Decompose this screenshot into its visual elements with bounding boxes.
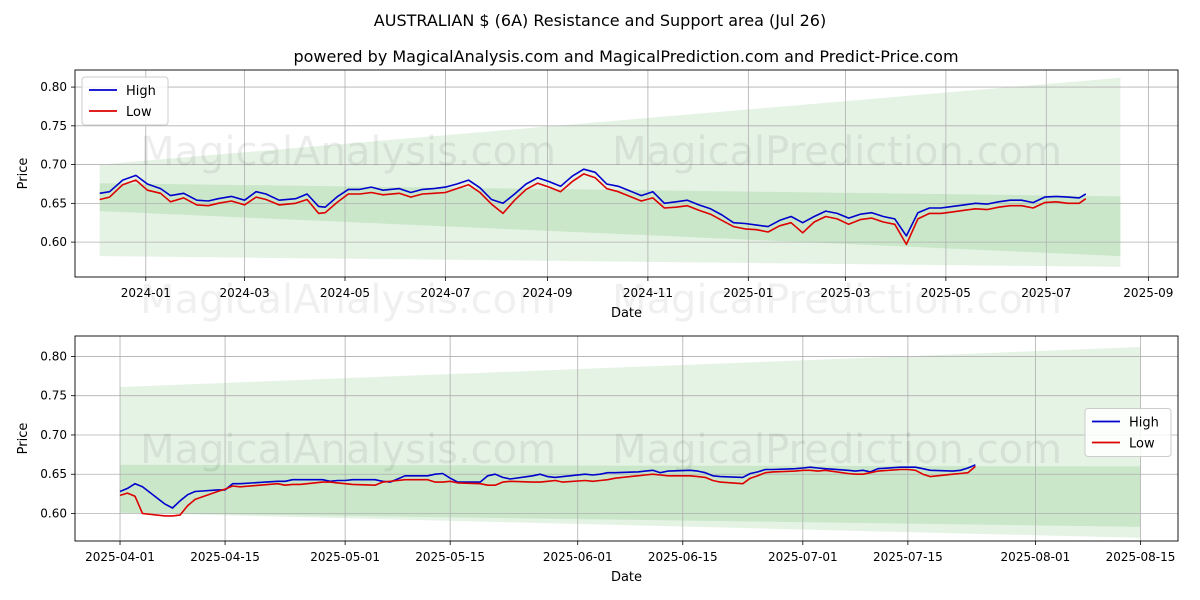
y-tick-label: 0.75 — [40, 119, 67, 133]
grid — [75, 70, 1178, 277]
grid — [75, 336, 1178, 541]
legend-label-low: Low — [126, 105, 152, 120]
x-tick-label: 2024-05 — [320, 286, 370, 300]
legend-box — [81, 76, 169, 126]
bottom-panel: 2025-04-01 2025-04-15 2025-05-01 2025-05-15… — [16, 335, 1179, 585]
x-tick-label: 2024-01 — [121, 286, 171, 300]
x-tick-label: 2024-03 — [219, 286, 269, 300]
y-tick-label: 0.65 — [40, 467, 67, 481]
legend-label-high: High — [1129, 416, 1159, 431]
x-tick-label: 2025-05 — [921, 286, 971, 300]
legend: High Low — [1084, 408, 1172, 457]
watermark-analysis: MagicalAnalysis.com — [140, 129, 556, 175]
chart-subtitle: powered by MagicalAnalysis.com and Magic… — [293, 47, 958, 66]
x-tick-label: 2025-03 — [820, 286, 870, 300]
y-tick-label: 0.70 — [40, 428, 67, 442]
x-tick-label: 2025-05-15 — [415, 550, 485, 564]
watermark-analysis: MagicalAnalysis.com — [140, 427, 556, 473]
y-axis-label: Price — [16, 423, 31, 455]
y-tick-label: 0.75 — [40, 389, 67, 403]
x-tick-label: 2024-11 — [623, 286, 673, 300]
watermark: MagicalAnalysis.com MagicalPrediction.com… — [140, 129, 1062, 323]
x-tick-label: 2025-01 — [723, 286, 773, 300]
x-tick-label: 2025-08-01 — [1001, 550, 1071, 564]
x-axis-label: Date — [611, 570, 642, 585]
y-tick-label: 0.80 — [40, 80, 67, 94]
series-line-high — [119, 464, 976, 509]
x-tick-label: 2025-04-15 — [190, 550, 260, 564]
legend-label-high: High — [126, 84, 156, 99]
series-line-low — [99, 173, 1087, 246]
y-tick-label: 0.80 — [40, 349, 67, 363]
series-line-high — [99, 168, 1087, 237]
band-1 — [99, 183, 1121, 257]
x-tick-label: 2024-09 — [522, 286, 572, 300]
x-tick-label: 2024-07 — [420, 286, 470, 300]
watermark: MagicalAnalysis.com MagicalPrediction.com — [140, 427, 1062, 473]
legend-label-low: Low — [1129, 437, 1155, 452]
y-tick-label: 0.65 — [40, 196, 67, 210]
watermark-prediction: MagicalPrediction.com — [612, 427, 1062, 473]
x-tick-label: 2025-08-15 — [1106, 550, 1176, 564]
x-tick-label: 2025-06-15 — [648, 550, 718, 564]
x-tick-label: 2025-09 — [1123, 286, 1173, 300]
legend: High Low — [81, 76, 169, 126]
legend-box — [1084, 408, 1172, 457]
y-tick-label: 0.60 — [40, 235, 67, 249]
x-tick-label: 2025-06-01 — [543, 550, 613, 564]
plot-frame — [74, 69, 1179, 278]
y-axis-label: Price — [16, 158, 31, 190]
x-tick-label: 2025-07-01 — [768, 550, 838, 564]
top-panel: 2024-01 2024-03 2024-05 2024-07 2024-09 2024-… — [16, 69, 1179, 323]
plot-frame — [74, 335, 1179, 542]
watermark-prediction: MagicalPrediction.com — [612, 129, 1062, 175]
watermark-analysis-lower: MagicalAnalysis.com — [140, 277, 556, 323]
y-tick-label: 0.70 — [40, 158, 67, 172]
x-tick-label: 2025-05-01 — [310, 550, 380, 564]
series-line-low — [119, 465, 976, 517]
band-0 — [120, 346, 1141, 538]
x-tick-label: 2025-04-01 — [85, 550, 155, 564]
x-tick-label: 2025-07 — [1021, 286, 1071, 300]
chart-title: AUSTRALIAN $ (6A) Resistance and Support… — [374, 11, 826, 30]
x-tick-label: 2025-07-15 — [873, 550, 943, 564]
watermark-prediction-lower: MagicalPrediction.com — [612, 277, 1062, 323]
y-tick-label: 0.60 — [40, 507, 67, 521]
x-axis-label: Date — [611, 306, 642, 321]
